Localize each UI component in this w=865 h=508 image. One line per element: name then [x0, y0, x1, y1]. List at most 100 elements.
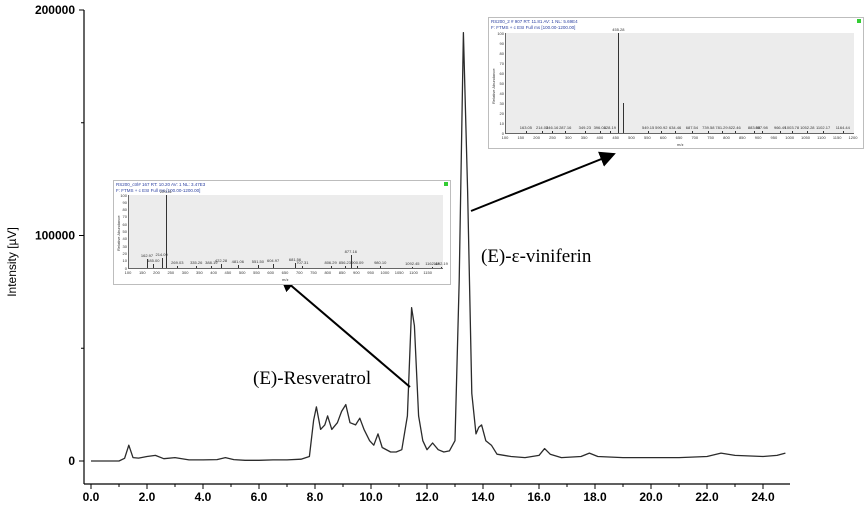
- spectrum-peak: [302, 265, 304, 268]
- spectrum-peak-label: 1092.45: [405, 260, 420, 266]
- y-tick-label: 200000: [35, 3, 75, 17]
- inset-y-tick-label: 40: [499, 90, 504, 96]
- viniferin-annotation-label: (E)-ε-viniferin: [481, 246, 592, 267]
- inset-x-tick-label: 700: [691, 135, 699, 140]
- status-indicator-icon: [857, 19, 861, 23]
- inset-y-tick-label: 10: [499, 120, 504, 126]
- inset-x-tick-label: 1000: [785, 135, 795, 140]
- inset-x-tick-label: 450: [612, 135, 620, 140]
- x-tick-label: 14.0: [471, 490, 495, 504]
- inset-x-tick-label: 900: [353, 270, 360, 275]
- inset-x-tick-label: 450: [224, 270, 232, 275]
- inset-x-tick-label: 850: [338, 270, 346, 275]
- spectrum-peak: [734, 131, 736, 133]
- spectrum-peak-label: 907.98: [755, 125, 768, 130]
- spectrum-peak: [807, 131, 809, 133]
- spectrum-peak: [618, 33, 620, 133]
- spectrum-peak-label: 214.09: [155, 251, 168, 257]
- spectrum-peak: [196, 265, 198, 268]
- inset-x-title: m/z: [282, 277, 289, 282]
- x-tick-label: 18.0: [583, 490, 607, 504]
- spectrum-peak-label: 1102.17: [816, 125, 831, 130]
- spectrum-peak: [412, 266, 414, 268]
- inset-plot-area: 162.97 185.00 229.11 214.09 269.03 335.26 388.…: [128, 189, 448, 269]
- spectrum-peak: [273, 264, 275, 268]
- inset-x-tick-label: 600: [659, 135, 667, 140]
- inset-y-tick-label: 70: [499, 60, 504, 66]
- chart-series: [91, 31, 786, 462]
- inset-x-title: m/z: [677, 142, 684, 147]
- viniferin-arrow: [470, 151, 616, 212]
- spectrum-peak: [675, 131, 677, 133]
- spectrum-peak-label: 455.28: [612, 27, 625, 32]
- spectrum-peak-label: 214.05: [535, 125, 549, 130]
- spectrum-peak: [823, 131, 825, 133]
- spectrum-peak-label: 335.26: [190, 259, 203, 265]
- spectrum-peak: [565, 131, 567, 133]
- inset-y-tick-label: 100: [497, 30, 504, 36]
- spectrum-peak-label: 966.49: [773, 125, 787, 130]
- spectrum-peak: [842, 131, 844, 133]
- inset-y-tick-label: 0: [124, 265, 127, 271]
- spectrum-peak: [161, 257, 163, 268]
- spectrum-peak-label: 634.46: [668, 125, 682, 130]
- spectrum-peak: [147, 259, 148, 268]
- spectrum-peak: [357, 265, 359, 268]
- x-tick-label: 0.0: [83, 490, 100, 504]
- spectrum-peak: [648, 131, 650, 133]
- spectrum-peak-label: 806.29: [324, 259, 337, 265]
- inset-x-tick-label: 1050: [801, 135, 810, 140]
- inset-x-tick-label: 850: [738, 135, 746, 140]
- inset-header-line1: RS200_2 # 907 RT: 11.81 AV: 1 NL: 5.69E4: [491, 19, 578, 24]
- inset-y-tick-label: 20: [122, 250, 127, 256]
- inset-x-tick-label: 950: [367, 270, 374, 275]
- inset-y-tick-label: 80: [499, 50, 504, 56]
- inset-x-tick-label: 500: [238, 270, 246, 275]
- spectrum-peak-label: 687.54: [685, 125, 699, 130]
- spectrum-peak-label: 349.23: [578, 125, 591, 130]
- inset-x-tick-label: 1150: [832, 135, 842, 140]
- inset-x-tick-label: 300: [564, 135, 572, 140]
- spectrum-peak-label: 1164.44: [835, 125, 850, 130]
- resveratrol-mass-spectrum-inset: RS200_ctrl# 167 RT: 10.20 AV: 1 NL: 3.47…: [113, 180, 451, 285]
- spectrum-peak-label: 1162.48: [425, 260, 440, 266]
- inset-x-tick-label: 1050: [394, 270, 404, 275]
- spectrum-peak: [661, 131, 663, 133]
- spectrum-peak-label: 883.88: [747, 125, 761, 130]
- inset-y-tick-label: 40: [122, 236, 127, 242]
- spectrum-peak: [691, 131, 693, 133]
- spectrum-peak: [211, 265, 213, 268]
- spectrum-peak-label: 739.58: [702, 125, 715, 130]
- spectrum-peak: [761, 131, 763, 133]
- inset-x-tick-label: 500: [628, 135, 635, 140]
- spectrum-peak-label: 551.50: [251, 259, 265, 265]
- x-tick-label: 10.0: [359, 490, 383, 504]
- inset-y-tick-label: 100: [120, 192, 127, 198]
- x-tick-label: 24.0: [751, 490, 775, 504]
- spectrum-peak-label: 822.46: [728, 125, 741, 130]
- inset-header-line2: F: FTMS + c ESI Full ms [100.00-1200.00]: [491, 25, 576, 30]
- spectrum-peak-label: 1052.28: [800, 125, 815, 130]
- chart-annotations: (E)-Resveratrol (E)-ε-viniferin: [253, 151, 616, 389]
- resveratrol-arrow: [279, 275, 411, 388]
- spectrum-peak: [257, 265, 259, 268]
- spectrum-peak: [721, 131, 723, 133]
- inset-x-tick-label: 150: [138, 270, 146, 275]
- inset-y-tick-label: 60: [499, 70, 504, 76]
- inset-y-tick-label: 50: [122, 229, 127, 234]
- inset-y-tick-label: 90: [122, 199, 127, 205]
- inset-x-tick-label: 1100: [409, 270, 418, 275]
- spectrum-peak: [584, 131, 586, 133]
- spectrum-peak-label: 681.56: [288, 256, 302, 262]
- inset-y-tick-label: 90: [499, 40, 504, 46]
- inset-x-tick-label: 400: [210, 270, 217, 275]
- spectrum-peak-label: 549.15: [641, 125, 655, 130]
- spectrum-peak: [780, 131, 782, 133]
- spectrum-peak-label: 980.10: [374, 259, 387, 265]
- viniferin-mass-spectrum-inset: RS200_2 # 907 RT: 11.81 AV: 1 NL: 5.69E4…: [488, 17, 864, 149]
- spectrum-peak: [330, 265, 332, 268]
- inset-y-tick-label: 30: [499, 100, 504, 106]
- x-tick-label: 12.0: [415, 490, 439, 504]
- inset-plot-area: 163.05 214.05 246.16 287.16 349.23 396.03 428.…: [505, 27, 854, 134]
